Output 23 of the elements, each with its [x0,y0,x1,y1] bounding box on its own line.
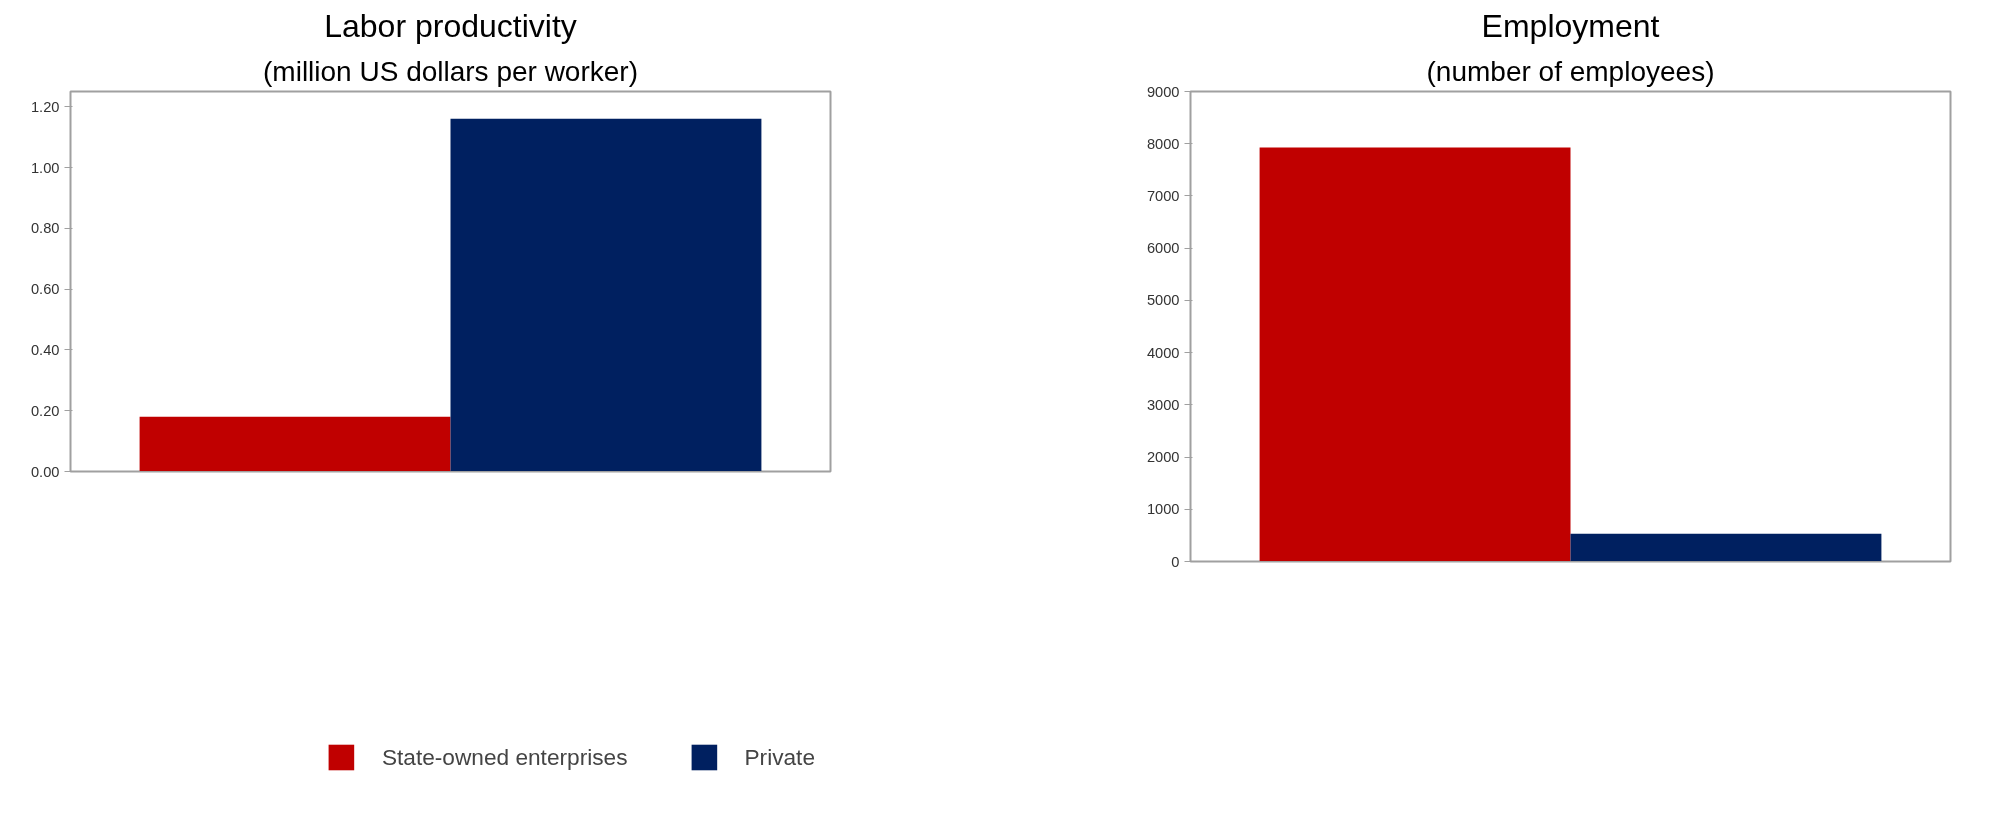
y-tick-label: 3000 [1146,396,1180,413]
y-tick-label: 4000 [1146,344,1180,361]
y-tick-label: 0.00 [30,463,60,480]
y-tick-label: 5000 [1146,292,1180,309]
legend-label: Private [744,743,815,771]
chart-subtitle: (number of employees) [1426,55,1715,87]
y-tick-label: 9000 [1146,83,1180,100]
y-tick-label: 6000 [1146,240,1180,257]
y-tick-label: 1.00 [30,159,60,176]
chart-title: Employment [1481,7,1660,44]
y-tick-label: 2000 [1146,449,1180,466]
y-tick-label: 7000 [1146,187,1180,204]
legend-label: State-owned enterprises [381,743,628,771]
y-tick-label: 1000 [1146,501,1180,518]
chart-subtitle: (million US dollars per worker) [263,55,638,87]
y-tick-label: 0.40 [30,341,60,358]
chart-title: Labor productivity [324,7,577,44]
y-tick-label: 0.80 [30,220,60,237]
y-tick-label: 8000 [1146,135,1180,152]
y-tick-label: 0.60 [30,281,60,298]
y-tick-label: 0 [1171,553,1180,570]
y-tick-label: 1.20 [30,98,60,115]
y-tick-label: 0.20 [30,402,60,419]
